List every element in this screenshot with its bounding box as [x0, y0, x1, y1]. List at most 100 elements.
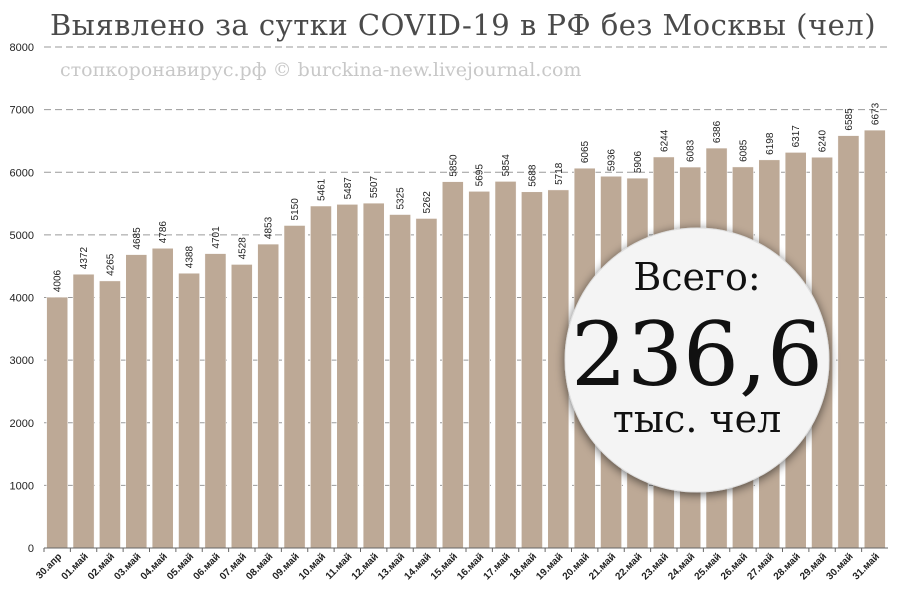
- bar: [310, 205, 332, 549]
- x-tick-label: 30.апр: [34, 551, 64, 581]
- data-label: 4372: [79, 247, 90, 270]
- bar: [99, 280, 121, 549]
- bar: [151, 248, 174, 549]
- x-tick-label: 29.май: [798, 551, 829, 582]
- bar: [231, 264, 253, 549]
- total-badge-circle: [564, 227, 830, 493]
- data-label: 6386: [712, 120, 723, 143]
- x-tick-label: 10.май: [297, 551, 328, 582]
- data-label: 5688: [527, 164, 538, 187]
- x-tick-label: 19.май: [534, 551, 565, 582]
- x-tick-label: 13.май: [376, 551, 407, 582]
- bar: [468, 191, 490, 549]
- grid-lines: [44, 46, 888, 486]
- x-tick-label: 15.май: [429, 551, 460, 582]
- data-label: 4528: [237, 237, 248, 260]
- bar: [837, 135, 860, 549]
- data-label: 5150: [290, 198, 301, 221]
- x-tick-label: 09.май: [271, 551, 302, 582]
- x-tick-label: 24.май: [666, 551, 697, 582]
- data-label: 4701: [211, 226, 222, 249]
- x-tick-label: 01.май: [60, 551, 91, 582]
- x-axis-ticks: 30.апр01.май02.май03.май04.май05.май06.м…: [34, 548, 882, 582]
- x-tick-label: 22.май: [614, 551, 645, 582]
- bar: [204, 253, 227, 549]
- x-tick-label: 03.май: [112, 551, 143, 582]
- x-tick-label: 06.май: [192, 551, 223, 582]
- y-tick-label: 4000: [10, 293, 34, 305]
- bar: [46, 296, 68, 549]
- x-tick-label: 18.май: [508, 551, 539, 582]
- data-label: 5695: [475, 164, 486, 187]
- data-label: 4388: [185, 246, 196, 269]
- x-tick-label: 08.май: [244, 551, 275, 582]
- data-label: 4685: [132, 227, 143, 250]
- x-tick-label: 30.май: [825, 551, 856, 582]
- y-tick-label: 8000: [10, 42, 34, 54]
- bar: [415, 218, 438, 549]
- x-tick-label: 05.май: [165, 551, 196, 582]
- data-label: 5854: [501, 154, 512, 177]
- x-tick-label: 07.май: [218, 551, 249, 582]
- x-tick-label: 12.май: [350, 551, 381, 582]
- data-label: 6198: [765, 132, 776, 155]
- x-tick-label: 23.май: [640, 551, 671, 582]
- data-label: 5461: [316, 178, 327, 201]
- data-label: 4006: [53, 269, 64, 292]
- data-label: 6317: [791, 125, 802, 148]
- data-label: 6244: [659, 129, 670, 152]
- x-tick-label: 16.май: [455, 551, 486, 582]
- y-tick-label: 7000: [10, 105, 34, 117]
- bar: [494, 181, 517, 549]
- x-tick-label: 28.май: [772, 551, 803, 582]
- data-label: 5262: [422, 191, 433, 214]
- x-tick-label: 17.май: [482, 551, 513, 582]
- data-label: 5850: [448, 154, 459, 177]
- x-tick-label: 20.май: [561, 551, 592, 582]
- y-axis-ticks: 0 1000 2000 3000 4000 5000 6000 7000 8000: [10, 42, 34, 555]
- x-tick-label: 11.май: [324, 551, 355, 582]
- data-label: 5487: [343, 177, 354, 200]
- data-label: 4786: [158, 221, 169, 244]
- data-label: 5906: [633, 150, 644, 173]
- bar: [125, 254, 148, 549]
- x-tick-label: 21.май: [587, 551, 618, 582]
- data-label: 6065: [580, 140, 591, 163]
- data-labels: 4006 4372 4265 4685 4786 4388 4701 4528 4853 5150…: [53, 102, 882, 292]
- total-badge-value: 236,6: [571, 303, 823, 406]
- bar: [864, 129, 886, 549]
- watermark: стопкоронавирус.рф © burckina-new.livejo…: [60, 59, 581, 81]
- bar: [72, 273, 95, 549]
- total-badge-label: Всего:: [633, 255, 760, 299]
- data-label: 6085: [738, 139, 749, 162]
- y-tick-label: 2000: [10, 418, 34, 430]
- x-tick-label: 25.май: [693, 551, 724, 582]
- bar: [442, 181, 464, 549]
- x-tick-label: 14.май: [403, 551, 434, 582]
- x-tick-label: 26.май: [719, 551, 750, 582]
- data-label: 5936: [607, 149, 618, 172]
- data-label: 5507: [369, 175, 380, 198]
- y-tick-label: 3000: [10, 355, 34, 367]
- bar: [521, 191, 543, 549]
- data-label: 5718: [554, 162, 565, 185]
- y-tick-label: 6000: [10, 167, 34, 179]
- bar: [257, 243, 279, 549]
- data-label: 6240: [818, 130, 829, 153]
- bar: [389, 214, 411, 549]
- data-label: 4265: [105, 253, 116, 276]
- x-tick-label: 02.май: [86, 551, 117, 582]
- y-tick-label: 1000: [10, 480, 34, 492]
- x-tick-label: 04.май: [139, 551, 170, 582]
- bar: [283, 225, 306, 549]
- data-label: 5325: [396, 187, 407, 210]
- total-badge-unit: тыс. чел: [613, 397, 781, 441]
- data-label: 6673: [870, 102, 881, 125]
- bar: [362, 202, 385, 549]
- total-badge: Всего: 236,6 тыс. чел: [564, 227, 830, 493]
- y-tick-label: 0: [28, 543, 34, 555]
- bar: [178, 272, 200, 549]
- data-label: 6083: [686, 139, 697, 162]
